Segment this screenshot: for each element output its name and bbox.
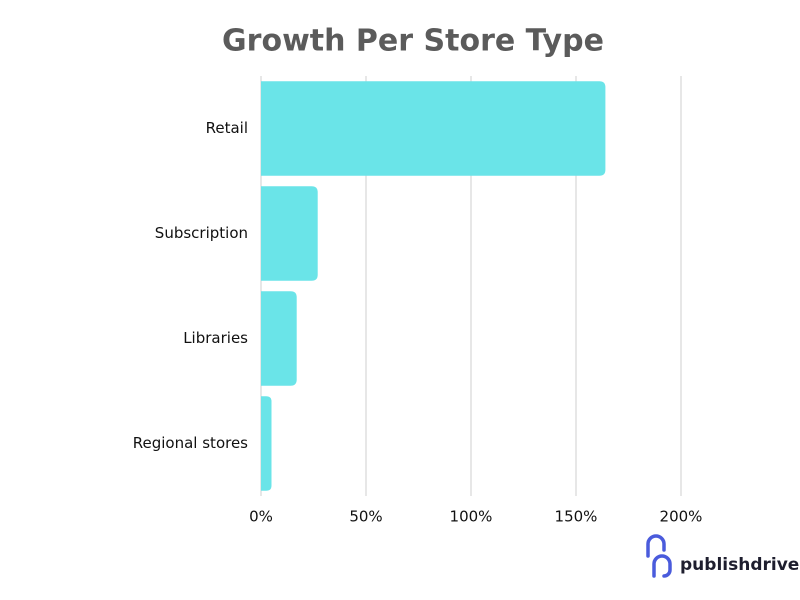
logo-text: publishdrive bbox=[680, 555, 799, 575]
bar bbox=[261, 291, 297, 386]
y-tick-label: Subscription bbox=[155, 224, 248, 242]
bar bbox=[261, 186, 318, 281]
y-tick-label: Regional stores bbox=[133, 434, 248, 452]
y-tick-label: Retail bbox=[206, 119, 248, 137]
bar bbox=[261, 396, 272, 491]
x-tick-label: 50% bbox=[349, 508, 382, 526]
chart-title: Growth Per Store Type bbox=[222, 24, 604, 59]
bar bbox=[261, 81, 606, 176]
x-tick-label: 0% bbox=[249, 508, 273, 526]
x-tick-label: 100% bbox=[450, 508, 493, 526]
logo-icon bbox=[646, 534, 672, 578]
logo: publishdrive bbox=[646, 534, 799, 578]
x-tick-label: 200% bbox=[660, 508, 703, 526]
x-tick-label: 150% bbox=[555, 508, 598, 526]
y-tick-label: Libraries bbox=[183, 329, 248, 347]
